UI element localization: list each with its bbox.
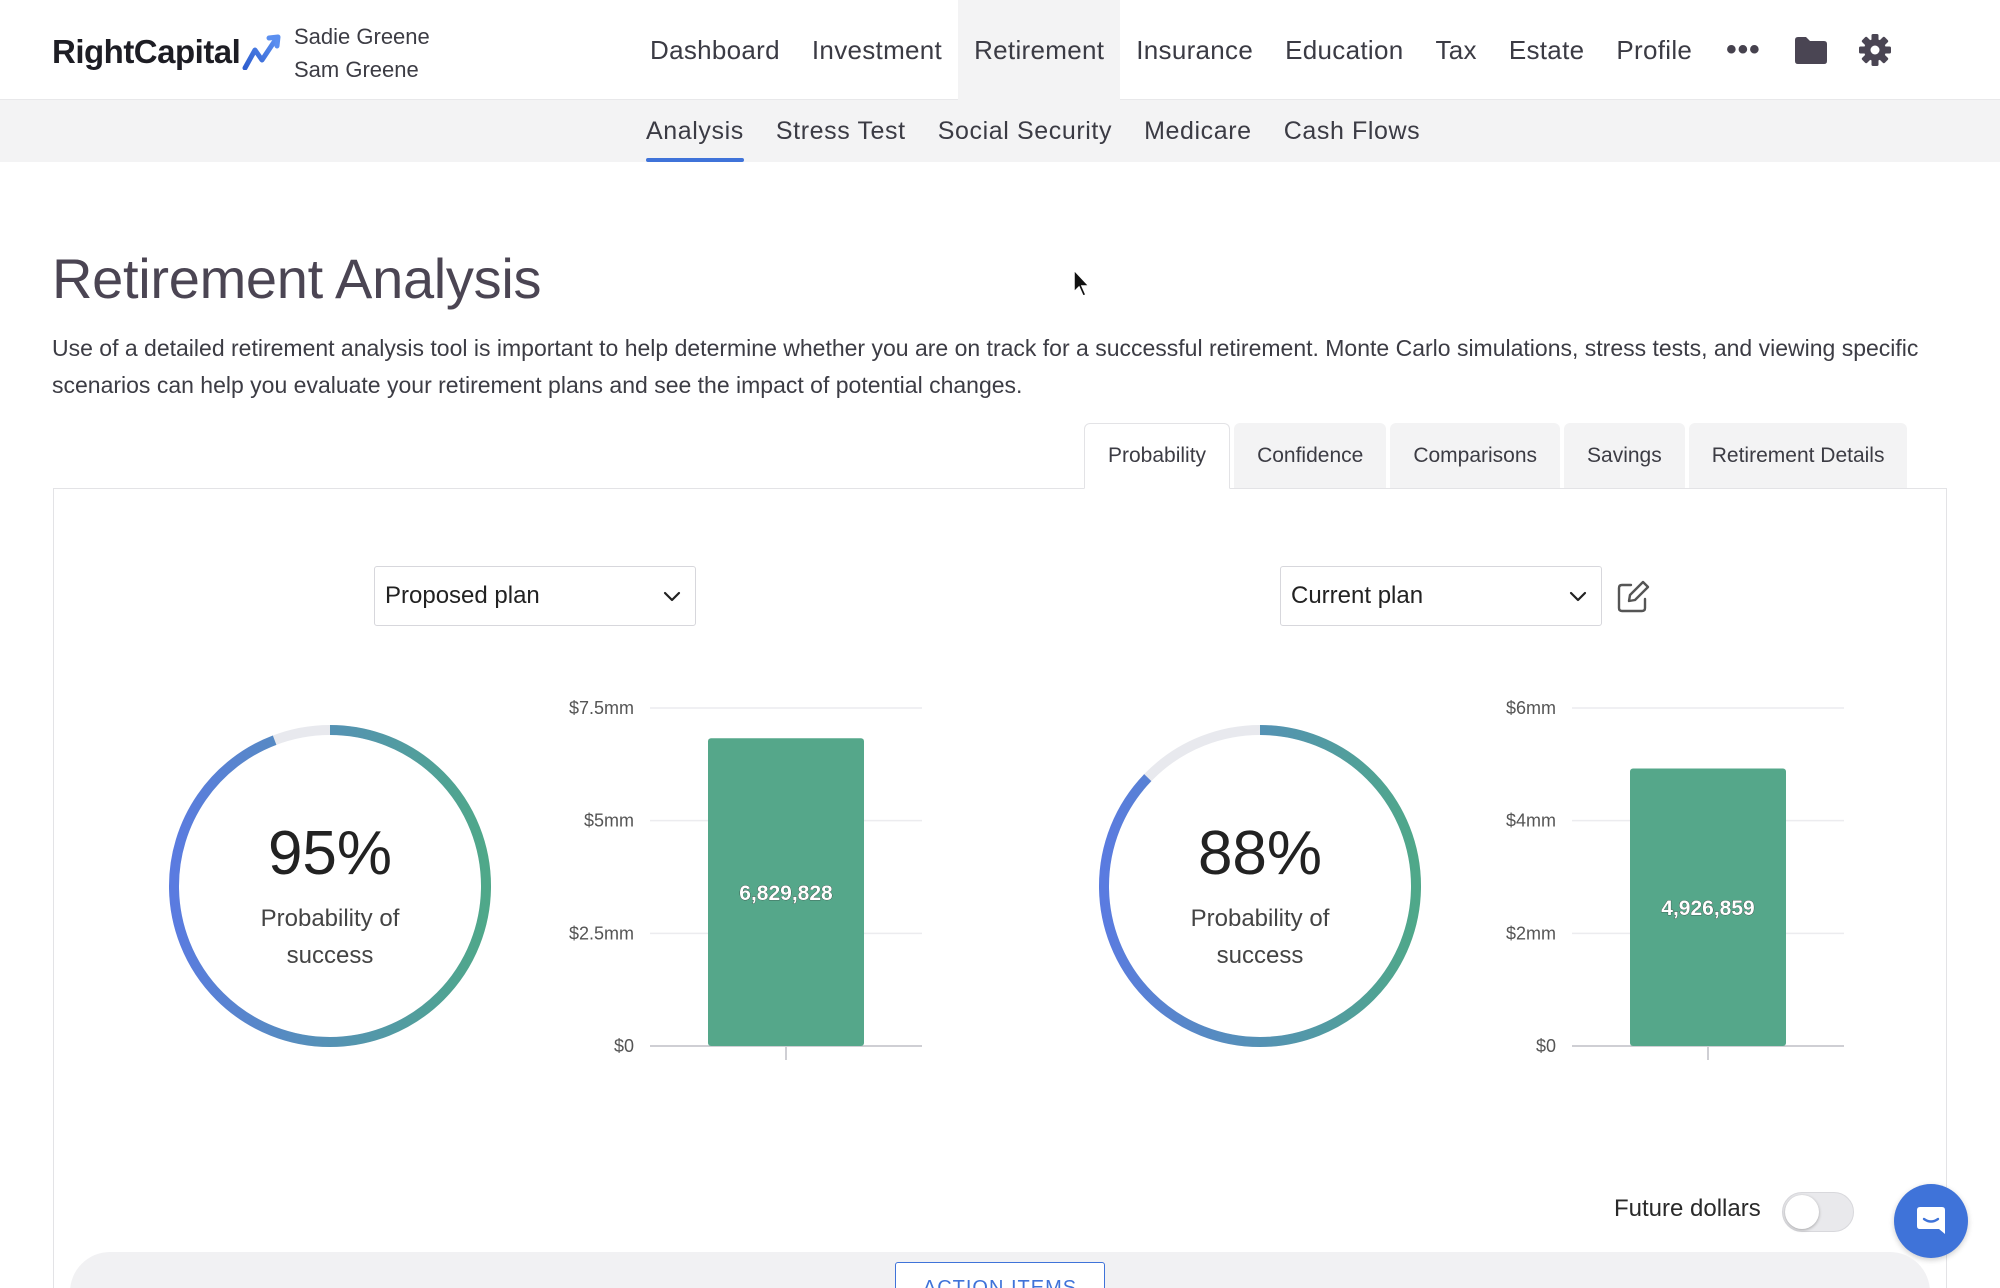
page-title: Retirement Analysis [52, 247, 542, 310]
y-tick-label: $7.5mm [569, 698, 634, 718]
client-name-1: Sadie Greene [294, 24, 430, 49]
y-tick-label: $5mm [584, 811, 634, 831]
tab-savings[interactable]: Savings [1564, 423, 1685, 489]
logo-chart-icon [242, 34, 281, 70]
y-tick-label: $6mm [1506, 698, 1556, 718]
nav-investment[interactable]: Investment [811, 34, 943, 65]
client-name-2: Sam Greene [294, 57, 419, 82]
y-tick-label: $0 [1536, 1036, 1556, 1056]
right-probability-value: 88% [1197, 819, 1323, 888]
top-header: RightCapital Sadie Greene Sam Greene Das… [0, 0, 2000, 100]
left-probability-value: 95% [267, 819, 393, 888]
future-dollars-label: Future dollars [1614, 1195, 1761, 1222]
left-savings-bar-chart: $0 $2.5mm $5mm $7.5mm 6,829,828 [569, 698, 922, 1060]
future-dollars-toggle[interactable] [1782, 1192, 1854, 1232]
tab-probability[interactable]: Probability [1084, 423, 1231, 489]
nav-tax[interactable]: Tax [1435, 34, 1477, 65]
folder-icon[interactable] [1779, 0, 1843, 100]
page-intro: Use of a detailed retirement analysis to… [52, 335, 1919, 398]
edit-plan-icon[interactable] [1616, 580, 1650, 614]
bar[interactable] [1630, 768, 1786, 1046]
right-plan-select-value: Current plan [1291, 582, 1424, 609]
y-tick-label: $0 [614, 1036, 634, 1056]
y-tick-label: $2mm [1506, 923, 1556, 943]
gauge-arc [1099, 725, 1421, 1047]
gear-icon[interactable] [1843, 0, 1907, 100]
tab-retirement-details[interactable]: Retirement Details [1688, 423, 1908, 489]
right-probability-label: Probability of success [1190, 905, 1330, 969]
bar-data-label: 4,926,859 [1661, 897, 1754, 920]
right-savings-bar-chart: $0 $2mm $4mm $6mm 4,926,859 [1506, 698, 1844, 1060]
analysis-tabs: Probability Confidence Comparisons Savin… [1084, 423, 1908, 489]
client-names[interactable]: Sadie Greene Sam Greene [294, 20, 430, 86]
subnav-social-security[interactable]: Social Security [937, 116, 1113, 145]
subnav-cash-flows[interactable]: Cash Flows [1283, 116, 1421, 145]
left-plan-select[interactable]: Proposed plan [374, 566, 696, 626]
left-probability-gauge [169, 725, 491, 1047]
nav-insurance[interactable]: Insurance [1136, 34, 1254, 65]
left-plan-select-value: Proposed plan [385, 582, 540, 609]
chat-icon [1917, 1207, 1945, 1234]
chevron-down-icon [663, 591, 681, 602]
nav-estate[interactable]: Estate [1508, 34, 1585, 65]
bar-data-label: 6,829,828 [739, 882, 833, 905]
nav-education[interactable]: Education [1285, 34, 1404, 65]
main-nav: Dashboard Investment Retirement Insuranc… [634, 0, 1907, 100]
toggle-knob [1785, 1195, 1819, 1229]
subnav-medicare[interactable]: Medicare [1144, 116, 1252, 145]
y-tick-label: $2.5mm [569, 923, 634, 943]
nav-profile[interactable]: Profile [1616, 34, 1693, 65]
right-plan-select[interactable]: Current plan [1280, 566, 1602, 626]
rightcapital-logo[interactable]: RightCapital [52, 28, 284, 76]
left-probability-label: Probability of success [260, 905, 400, 969]
nav-retirement[interactable]: Retirement [958, 0, 1121, 100]
sub-nav: Analysis Stress Test Social Security Med… [0, 100, 2000, 162]
logo-text: RightCapital [52, 33, 241, 70]
subnav-analysis[interactable]: Analysis [630, 100, 760, 162]
nav-dashboard[interactable]: Dashboard [650, 34, 780, 65]
tab-comparisons[interactable]: Comparisons [1390, 423, 1561, 489]
right-probability-gauge [1099, 725, 1421, 1047]
nav-more-button[interactable]: ••• [1726, 33, 1761, 66]
action-items-button[interactable]: ACTION ITEMS [895, 1262, 1105, 1288]
tab-confidence[interactable]: Confidence [1234, 423, 1387, 489]
bar[interactable] [708, 738, 864, 1046]
gauge-arc [169, 725, 491, 1047]
chevron-down-icon [1569, 591, 1587, 602]
y-tick-label: $4mm [1506, 811, 1556, 831]
subnav-stress-test[interactable]: Stress Test [775, 116, 906, 145]
chat-button[interactable] [1894, 1184, 1968, 1258]
mouse-cursor-icon [1073, 268, 1091, 297]
